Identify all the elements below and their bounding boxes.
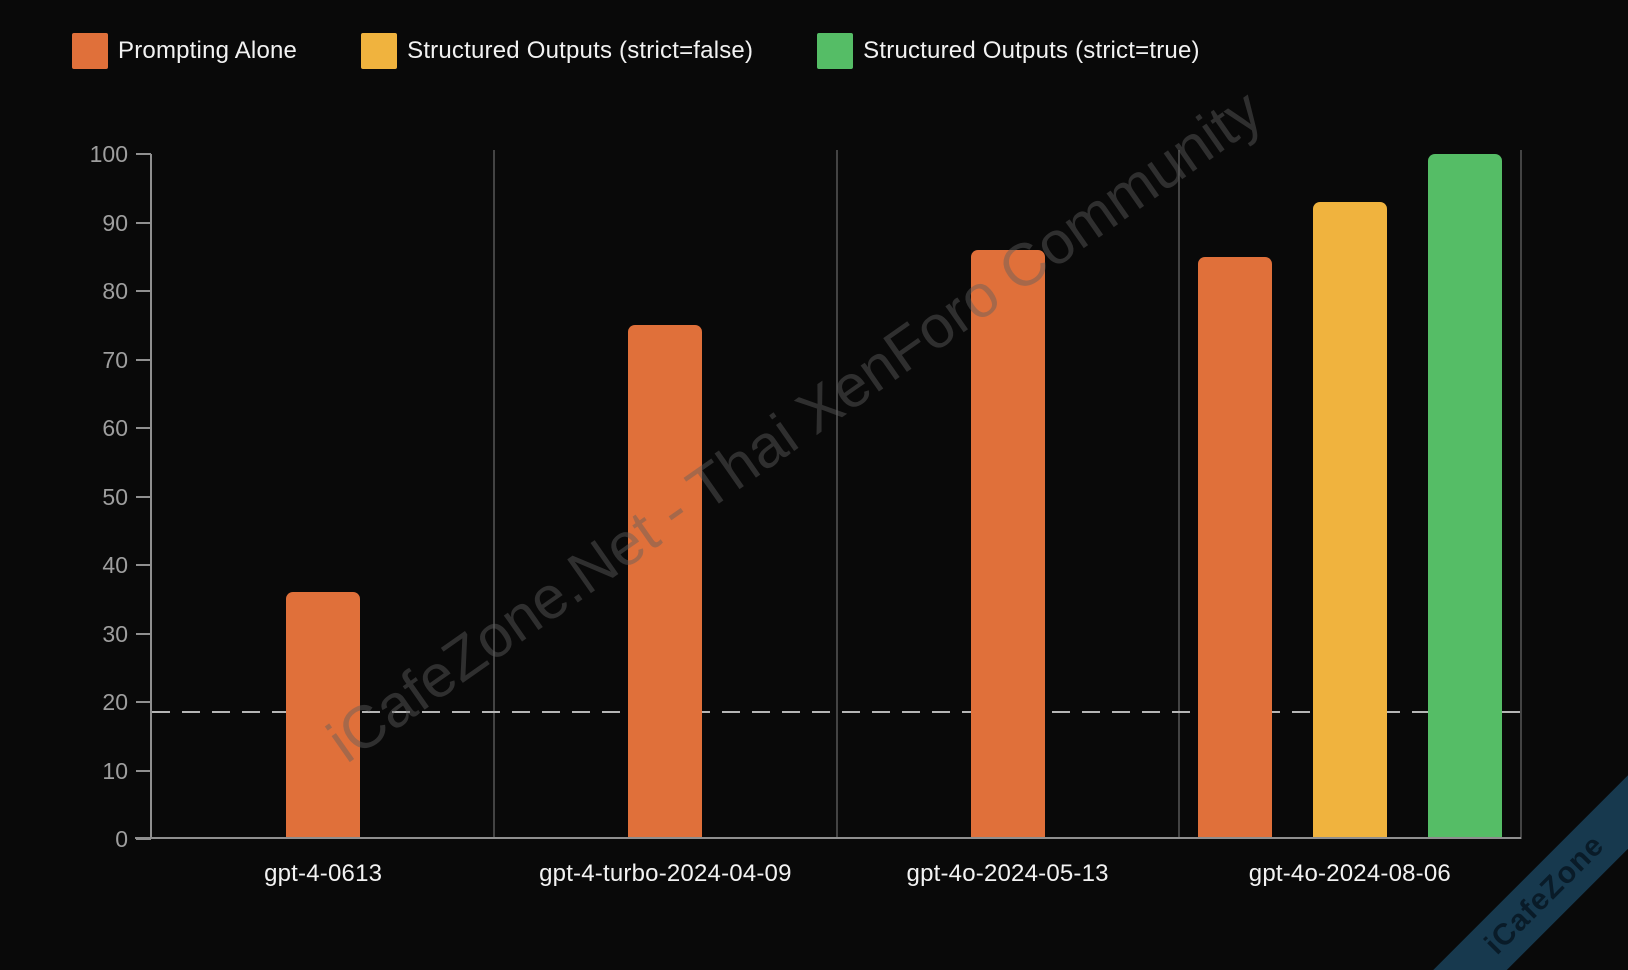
legend-label: Structured Outputs (strict=false) bbox=[407, 37, 754, 64]
y-axis-tick-label: 0 bbox=[115, 826, 128, 852]
y-axis-tick bbox=[136, 427, 151, 429]
chart-legend: Prompting Alone Structured Outputs (stric… bbox=[72, 33, 1200, 69]
y-axis-tick bbox=[136, 838, 151, 840]
y-axis-tick-label: 30 bbox=[102, 620, 128, 647]
x-axis-category-label: gpt-4o-2024-05-13 bbox=[906, 860, 1109, 887]
x-axis-category-label: gpt-4-turbo-2024-04-09 bbox=[539, 860, 792, 887]
y-axis-tick bbox=[136, 564, 151, 566]
x-axis-category-label: gpt-4o-2024-08-06 bbox=[1248, 860, 1451, 887]
legend-swatch bbox=[817, 33, 854, 69]
x-axis-category-label: gpt-4-0613 bbox=[264, 860, 383, 887]
category-separator-line bbox=[493, 150, 496, 839]
y-axis-tick bbox=[136, 632, 151, 635]
bar-prompting-alone bbox=[970, 249, 1045, 839]
legend-item: Structured Outputs (strict=true) bbox=[817, 33, 1200, 69]
y-axis-tick-label: 10 bbox=[102, 757, 128, 784]
legend-swatch bbox=[72, 33, 108, 69]
y-axis-tick-label: 100 bbox=[89, 141, 128, 167]
y-axis-tick bbox=[136, 358, 151, 361]
legend-label: Structured Outputs (strict=true) bbox=[863, 37, 1200, 64]
legend-item: Structured Outputs (strict=false) bbox=[361, 33, 753, 69]
bar-prompting-alone bbox=[628, 325, 703, 839]
y-axis-line bbox=[150, 154, 152, 839]
bar-prompting-alone bbox=[1197, 256, 1272, 839]
x-axis-baseline bbox=[135, 837, 1521, 839]
corner-ribbon-label: iCafeZone bbox=[1478, 828, 1611, 961]
y-axis-tick-label: 40 bbox=[102, 552, 128, 578]
y-axis-tick-label: 60 bbox=[102, 415, 128, 441]
category-separator-line bbox=[835, 150, 838, 839]
legend-swatch bbox=[361, 33, 398, 69]
bar-structured-outputs-strict-true- bbox=[1427, 154, 1502, 839]
bar-structured-outputs-strict-false- bbox=[1312, 201, 1387, 839]
legend-label: Prompting Alone bbox=[118, 37, 298, 64]
y-axis-tick-label: 80 bbox=[102, 278, 128, 304]
y-axis-tick-label: 90 bbox=[102, 209, 128, 236]
y-axis-tick bbox=[136, 769, 151, 772]
bar-prompting-alone bbox=[286, 592, 361, 839]
y-axis-tick bbox=[136, 153, 151, 155]
y-axis-tick bbox=[136, 290, 151, 292]
watermark-diagonal-text: iCafeZone.Net - Thai XenForo Community bbox=[315, 76, 1274, 776]
y-axis-tick-label: 70 bbox=[102, 346, 128, 373]
y-axis-tick bbox=[136, 221, 151, 224]
legend-item: Prompting Alone bbox=[72, 33, 297, 69]
y-axis-tick-label: 50 bbox=[102, 483, 128, 510]
y-axis-tick bbox=[136, 701, 151, 703]
y-axis-tick-label: 20 bbox=[102, 689, 128, 715]
category-separator-line bbox=[1520, 150, 1522, 839]
category-separator-line bbox=[1177, 150, 1180, 839]
y-axis-tick bbox=[136, 495, 151, 498]
reference-dashed-line bbox=[152, 711, 1521, 714]
